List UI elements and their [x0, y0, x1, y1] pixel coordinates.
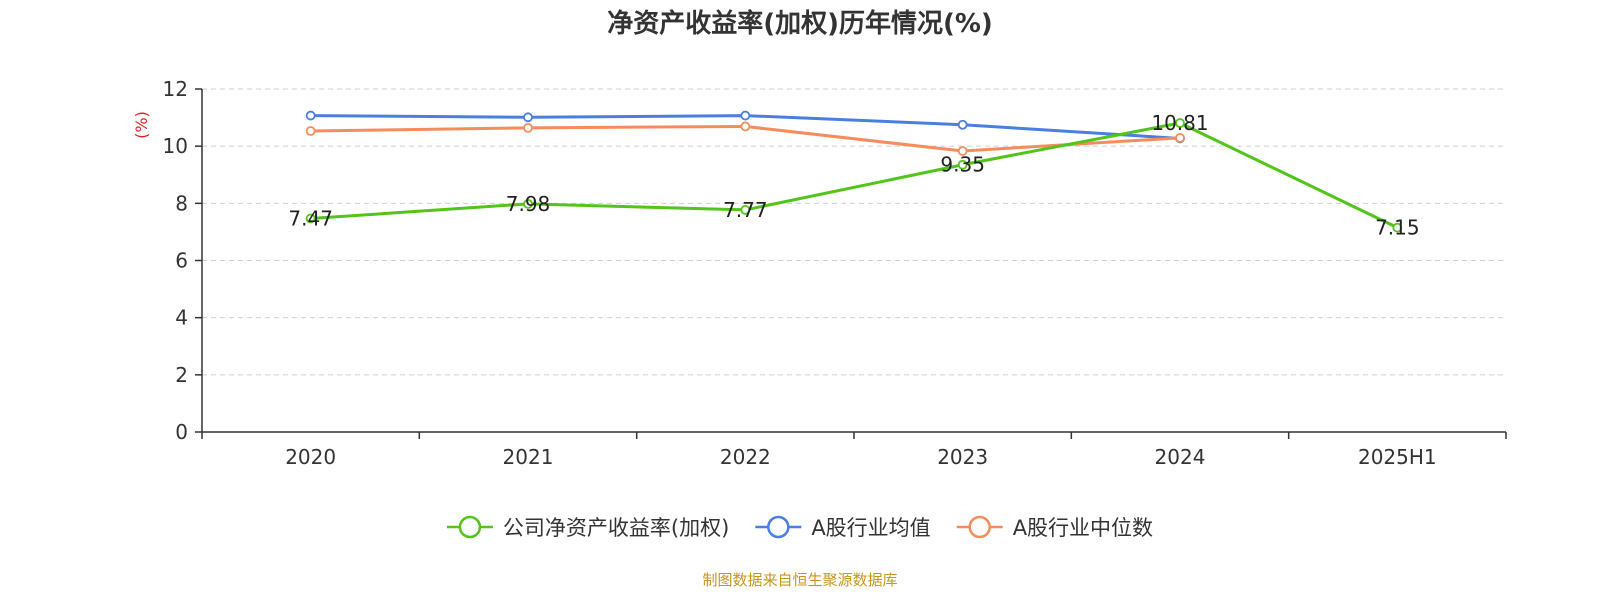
data-point[interactable]: [523, 112, 533, 123]
y-tick-label: 8: [175, 191, 188, 215]
legend-symbol: [956, 515, 1003, 539]
x-tick-label: 2021: [503, 445, 554, 469]
legend-item[interactable]: 公司净资产收益率(加权): [446, 515, 729, 540]
data-label: 7.98: [506, 192, 551, 216]
data-point[interactable]: [305, 110, 316, 121]
data-label: 10.81: [1151, 111, 1208, 135]
grid-lines: [202, 88, 1506, 376]
source-note: 制图数据来自恒生聚源数据库: [702, 571, 897, 589]
y-tick-label: 6: [175, 249, 188, 273]
series-lines: [305, 110, 1403, 233]
data-point[interactable]: [1175, 132, 1185, 143]
legend-item[interactable]: A股行业中位数: [956, 515, 1153, 540]
data-label: 7.47: [288, 206, 333, 230]
legend-symbol: [446, 515, 493, 539]
x-tick-label: 2024: [1155, 445, 1206, 469]
data-point[interactable]: [740, 205, 751, 215]
y-tick-label: 12: [163, 77, 188, 101]
x-tick-label: 2025H1: [1358, 445, 1437, 469]
data-point[interactable]: [523, 199, 533, 209]
y-tick-label: 10: [163, 134, 188, 158]
data-point[interactable]: [957, 159, 968, 170]
series-2: [305, 121, 1185, 156]
legend-label: 公司净资产收益率(加权): [503, 516, 729, 540]
legend-label: A股行业均值: [811, 516, 930, 540]
data-point[interactable]: [305, 126, 316, 136]
data-point[interactable]: [1392, 222, 1403, 233]
legend[interactable]: 公司净资产收益率(加权) A股行业均值 A股行业中位数: [446, 515, 1153, 540]
data-label: 7.15: [1375, 216, 1420, 240]
data-point[interactable]: [957, 146, 968, 156]
axes: 0 2 4 6 8 10 12 2020 2021 2022 2023 2024 2025H1: [163, 77, 1507, 469]
y-tick-label: 4: [175, 306, 188, 330]
data-label: 9.35: [940, 153, 985, 177]
y-tick-label: 2: [175, 363, 188, 387]
data-label: 7.77: [723, 198, 768, 222]
legend-label: A股行业中位数: [1013, 516, 1153, 540]
data-point[interactable]: [740, 110, 751, 121]
legend-item[interactable]: A股行业均值: [755, 515, 931, 540]
data-point[interactable]: [523, 122, 533, 133]
data-point[interactable]: [305, 213, 316, 224]
y-tick-label: 0: [175, 420, 188, 444]
chart-title: 净资产收益率(加权)历年情况(%): [607, 8, 993, 39]
data-point[interactable]: [1175, 118, 1185, 128]
data-point[interactable]: [740, 121, 751, 132]
series-0: [305, 118, 1403, 233]
y-axis-label: (%): [132, 111, 151, 139]
data-labels: 7.47 7.98 7.77 9.35 10.81 7.15: [288, 111, 1419, 240]
legend-symbol: [755, 515, 802, 539]
series-line: [310, 121, 1398, 229]
x-tick-label: 2023: [937, 445, 988, 469]
x-tick-label: 2020: [285, 445, 336, 469]
x-tick-label: 2022: [720, 445, 771, 469]
data-point[interactable]: [957, 119, 968, 130]
